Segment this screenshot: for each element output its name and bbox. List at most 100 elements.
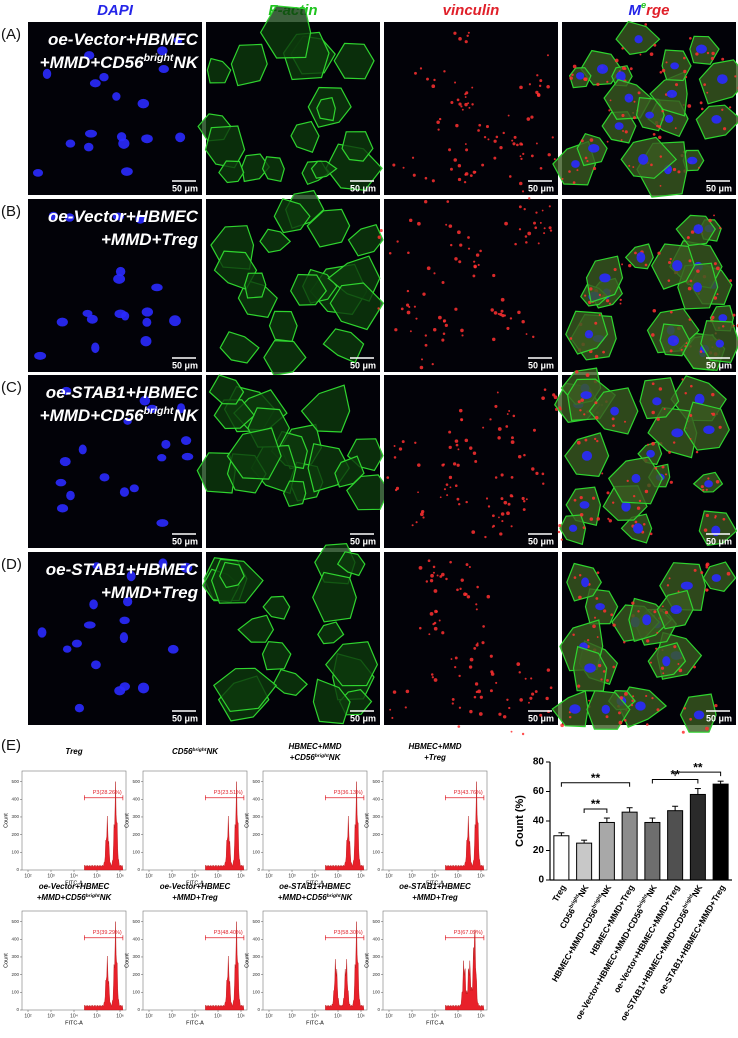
vinculin-dot xyxy=(460,105,463,108)
vinculin-dot xyxy=(415,317,418,320)
vinculin-dot xyxy=(475,643,479,647)
vinculin-dot xyxy=(541,209,544,212)
nucleus xyxy=(597,64,609,74)
vinculin-dot xyxy=(523,453,526,457)
cell-actin xyxy=(290,273,328,306)
vinculin-dot xyxy=(719,226,722,230)
nucleus xyxy=(636,252,646,263)
vinculin-dot xyxy=(612,424,615,428)
flow-title: oe-STAB1+HBMEC xyxy=(279,882,351,891)
vinculin-dot xyxy=(406,310,411,315)
vinculin-dot xyxy=(576,440,581,445)
nucleus xyxy=(121,167,133,176)
vinculin-dot xyxy=(608,519,612,523)
text-segment: oe-Vector+HBMEC xyxy=(48,207,199,226)
nucleus xyxy=(99,72,109,82)
vinculin-dot xyxy=(482,426,485,429)
flow-title: +MMD+CD56brightNK xyxy=(37,893,113,902)
vinculin-dot xyxy=(430,673,434,676)
vinculin-dot xyxy=(386,476,390,479)
x-tick-label: 10⁴ xyxy=(191,1013,199,1019)
vinculin-dot xyxy=(609,99,612,102)
vinculin-dot xyxy=(441,280,445,284)
vinculin-dot xyxy=(464,40,468,44)
vinculin-dot xyxy=(618,720,623,725)
vinculin-dot xyxy=(543,232,546,235)
cell-actin xyxy=(325,641,379,687)
row-title: oe-STAB1+HBMEC xyxy=(46,560,199,579)
vinculin-dot xyxy=(560,723,564,728)
cell-actin xyxy=(219,561,245,589)
vinculin-dot xyxy=(513,135,517,139)
x-tick-label: 10² xyxy=(24,873,32,879)
vinculin-dot xyxy=(576,169,579,172)
nucleus xyxy=(65,139,76,148)
cell-actin xyxy=(230,43,268,87)
vinculin-dot xyxy=(690,230,695,234)
vinculin-dot xyxy=(663,407,666,411)
nucleus xyxy=(616,71,626,82)
vinculin-dot xyxy=(580,139,584,143)
nucleus xyxy=(579,501,590,509)
nucleus xyxy=(59,456,71,467)
vinculin-dot xyxy=(454,656,458,660)
text-segment: oe-STAB1+HBMEC xyxy=(399,882,471,891)
vinculin-dot xyxy=(417,463,421,467)
cell-actin xyxy=(312,571,357,623)
vinculin-dot xyxy=(689,437,692,440)
nucleus xyxy=(161,439,171,449)
vinculin-dot xyxy=(522,508,526,512)
vinculin-dot xyxy=(624,691,628,696)
vinculin-dot xyxy=(467,236,470,239)
vinculin-dot xyxy=(494,476,498,479)
flow-title: CD56brightNK xyxy=(172,747,219,756)
vinculin-dot xyxy=(573,576,577,579)
vinculin-dot xyxy=(495,135,499,139)
vinculin-dot xyxy=(595,597,599,600)
vinculin-dot xyxy=(467,31,470,34)
nucleus xyxy=(119,487,130,497)
text-segment: NK xyxy=(100,893,113,902)
vinculin-dot xyxy=(547,153,551,157)
vinculin-dot xyxy=(426,77,429,81)
vinculin-dot xyxy=(637,91,641,95)
vinculin-dot xyxy=(525,333,528,335)
text-segment: +Treg xyxy=(424,753,446,762)
nucleus xyxy=(638,154,649,165)
vinculin-dot xyxy=(526,117,531,121)
vinculin-dot xyxy=(634,251,637,255)
cell-actin xyxy=(208,374,245,405)
x-axis-label: FITC-A xyxy=(426,1020,444,1026)
x-tick-label: 10⁶ xyxy=(116,873,124,879)
vinculin-dot xyxy=(703,528,708,532)
vinculin-dot xyxy=(419,67,423,70)
y-tick-label: 500 xyxy=(252,779,260,784)
vinculin-dot xyxy=(431,84,436,89)
vinculin-dot xyxy=(606,491,610,495)
nucleus xyxy=(48,211,59,220)
vinculin-dot xyxy=(455,123,459,128)
vinculin-dot xyxy=(607,517,610,520)
vinculin-dot xyxy=(406,289,410,293)
vinculin-dot xyxy=(579,512,584,517)
vinculin-dot xyxy=(536,93,541,97)
nucleus xyxy=(158,558,168,569)
cell-actin xyxy=(218,160,245,184)
scale-bar-label: 50 μm xyxy=(172,183,198,193)
vinculin-dot xyxy=(678,668,683,673)
vinculin-dot xyxy=(525,498,528,501)
vinculin-dot xyxy=(490,308,494,312)
vinculin-dot xyxy=(466,595,471,599)
vinculin-dot xyxy=(621,47,624,50)
nucleus xyxy=(142,317,152,327)
scale-bar-label: 50 μm xyxy=(350,360,376,370)
vinculin-dot xyxy=(508,409,511,412)
vinculin-dot xyxy=(592,624,596,629)
vinculin-dot xyxy=(647,443,650,446)
vinculin-dot xyxy=(584,294,587,297)
nucleus xyxy=(671,428,684,438)
vinculin-dot xyxy=(377,235,382,240)
nucleus xyxy=(129,484,139,493)
vinculin-dot xyxy=(497,313,500,315)
vinculin-dot xyxy=(459,243,463,247)
